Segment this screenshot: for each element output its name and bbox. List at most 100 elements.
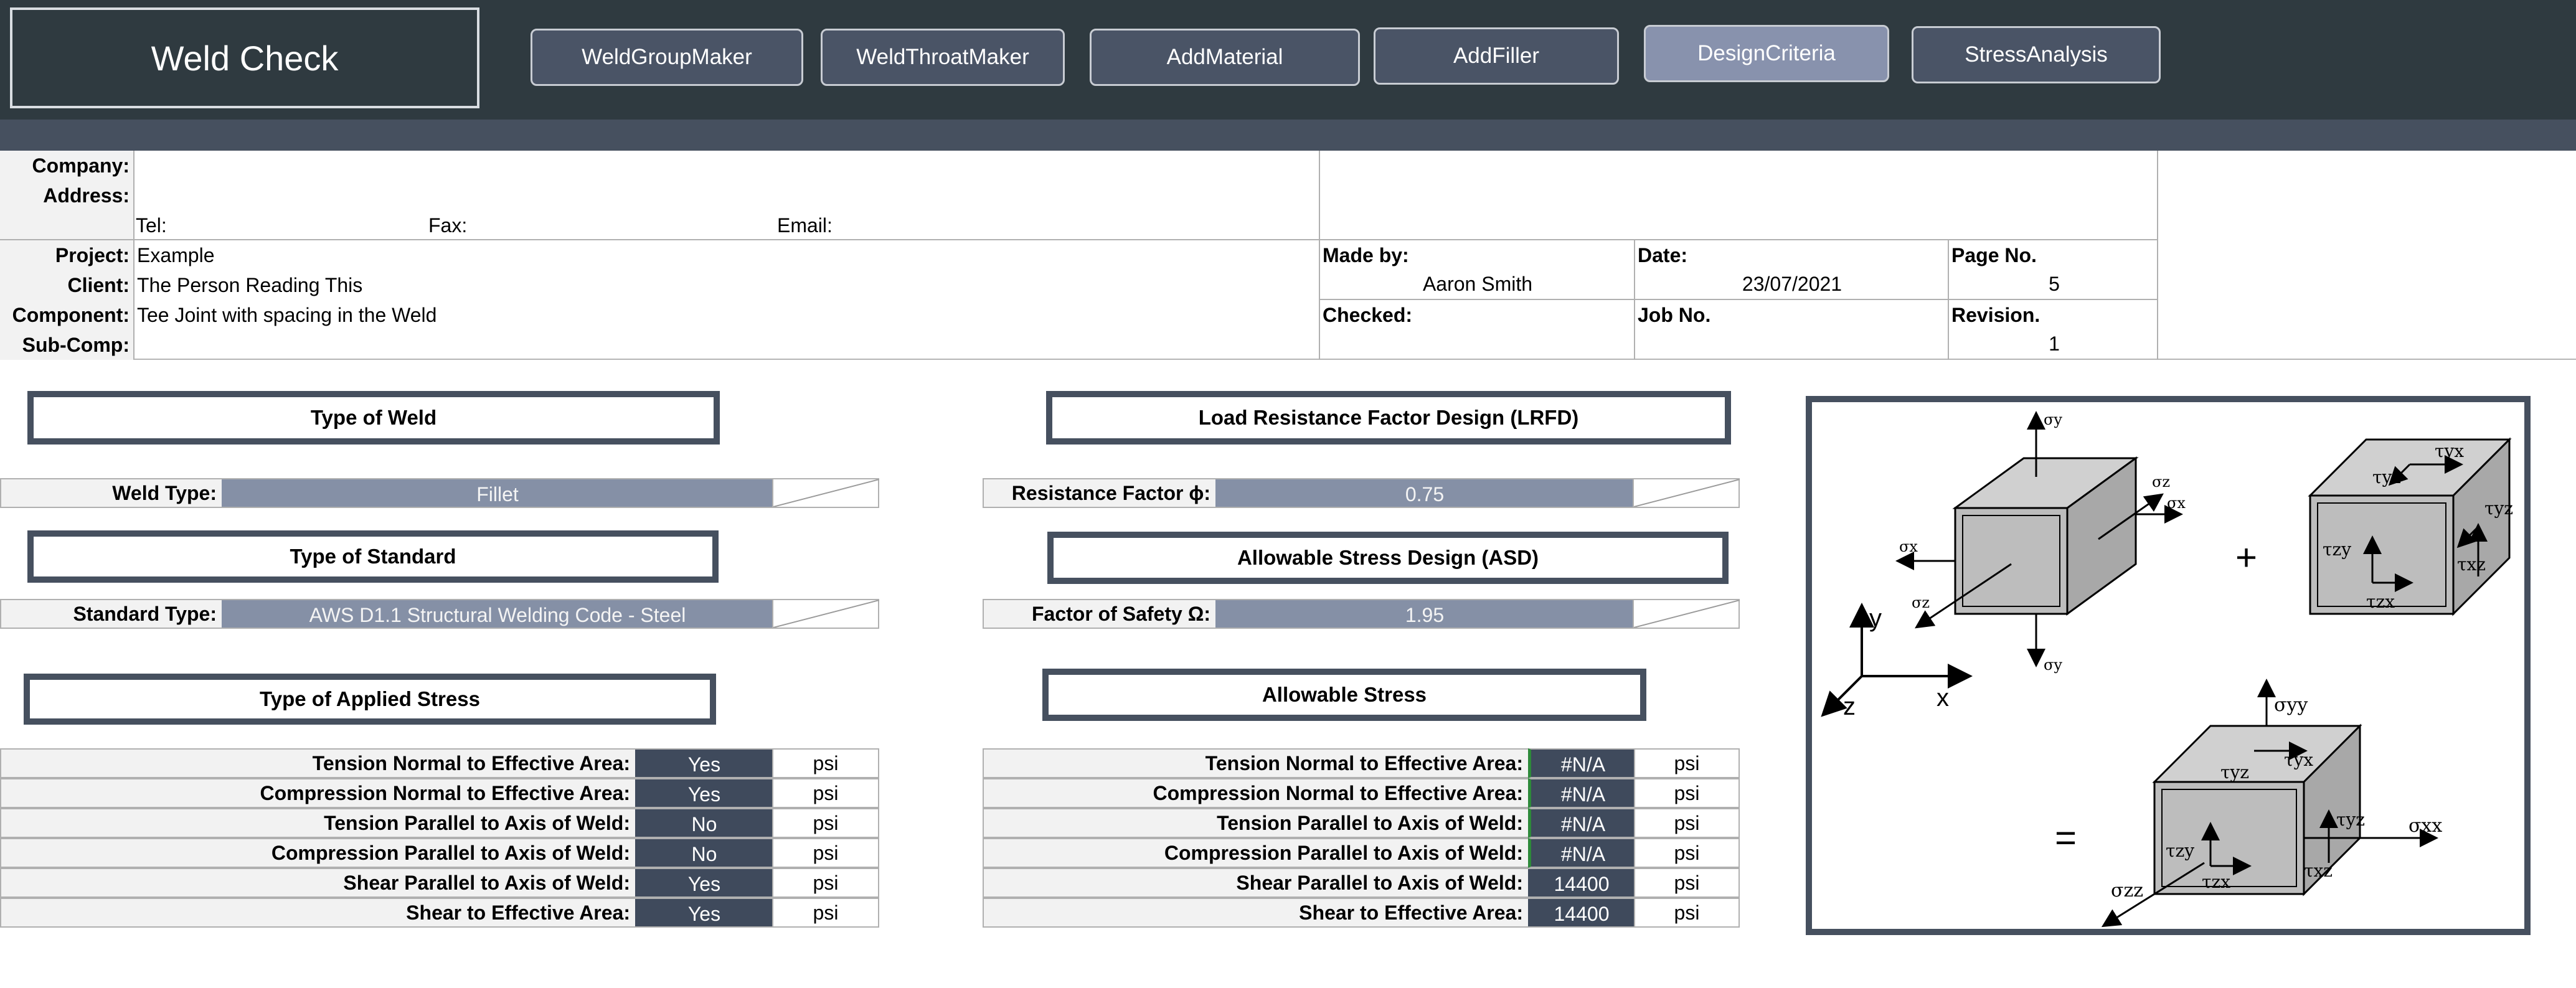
sigma-y-label: σy (2044, 411, 2062, 428)
allowable-stress-header: Allowable Stress (1042, 669, 1646, 721)
grid-line (133, 151, 134, 360)
applied-stress-row: Compression Parallel to Axis of Weld: No… (0, 838, 879, 868)
diagonal-slash-icon (773, 479, 880, 507)
allowable-stress-label: Tension Normal to Effective Area: (983, 748, 1529, 778)
component-value[interactable]: Tee Joint with spacing in the Weld (137, 304, 437, 326)
applied-stress-toggle[interactable]: Yes (635, 748, 773, 778)
standard-type-label: Standard Type: (0, 599, 223, 629)
grid-line (1319, 299, 2158, 300)
tau-zx-label: τzx (2202, 872, 2230, 892)
diagonal-slash-icon (1633, 479, 1740, 507)
diagonal-slash-icon (773, 600, 880, 628)
applied-stress-label: Tension Parallel to Axis of Weld: (0, 808, 636, 838)
tau-yx-label: τyx (2284, 750, 2313, 770)
coordinate-axes: y x z (1821, 603, 1973, 720)
revision-label: Revision. (1951, 304, 2041, 326)
diagonal-slash-icon (1633, 600, 1740, 628)
grid-line (1634, 240, 1635, 360)
equals-sign: = (2055, 817, 2077, 859)
tau-yx-label: τyx (2435, 441, 2464, 461)
applied-stress-toggle[interactable]: Yes (635, 898, 773, 928)
applied-stress-unit: psi (772, 868, 879, 898)
project-value[interactable]: Example (137, 244, 215, 266)
allowable-stress-value: 14400 (1528, 868, 1635, 898)
made-by-label: Made by: (1323, 244, 1409, 266)
revision-value[interactable]: 1 (2049, 332, 2060, 355)
applied-stress-toggle[interactable]: Yes (635, 778, 773, 808)
tau-yz-label: τyz (2484, 498, 2513, 519)
tau-xz-label: τxz (2457, 554, 2486, 575)
address-label: Address: (43, 184, 130, 207)
page-value[interactable]: 5 (2049, 273, 2060, 295)
weld-group-maker-button[interactable]: WeldGroupMaker (531, 29, 803, 86)
tau-yz-label: τyz (2372, 467, 2401, 487)
applied-stress-unit: psi (772, 898, 879, 928)
resistance-factor-row: Resistance Factor ϕ: 0.75 (983, 478, 1740, 508)
applied-stress-label: Tension Normal to Effective Area: (0, 748, 636, 778)
applied-stress-unit: psi (772, 808, 879, 838)
allowable-stress-label: Tension Parallel to Axis of Weld: (983, 808, 1529, 838)
allowable-stress-value: 14400 (1528, 898, 1635, 928)
weld-throat-maker-button[interactable]: WeldThroatMaker (821, 29, 1065, 86)
cube-shear-stress: τyx τyz τyz τzy τzx τxz (2308, 437, 2513, 616)
sigma-y-label: σy (2044, 656, 2062, 674)
add-material-button[interactable]: AddMaterial (1090, 29, 1360, 86)
allowable-stress-unit: psi (1634, 808, 1740, 838)
stress-cubes-illustration: σy σy σx σx σz σz y x z + (1821, 411, 2513, 928)
date-value[interactable]: 23/07/2021 (1742, 273, 1842, 295)
weld-type-label: Weld Type: (0, 478, 223, 508)
tau-yz-label: τyz (2220, 762, 2249, 783)
allowable-stress-value: #N/A (1528, 838, 1635, 868)
tau-xz-label: τxz (2304, 860, 2333, 881)
tau-zy-label: τzy (2166, 840, 2194, 861)
axis-x-label: x (1937, 684, 1949, 712)
grid-line (1948, 240, 1949, 360)
factor-of-safety-input[interactable]: 1.95 (1215, 599, 1634, 629)
stress-analysis-button[interactable]: StressAnalysis (1912, 26, 2161, 83)
standard-type-note-cell (772, 599, 880, 629)
sigma-xx-label: σxx (2409, 815, 2442, 837)
allowable-stress-unit: psi (1634, 868, 1740, 898)
applied-stress-unit: psi (772, 748, 879, 778)
weld-type-note-cell (772, 478, 880, 508)
allowable-stress-unit: psi (1634, 748, 1740, 778)
applied-stress-unit: psi (772, 778, 879, 808)
factor-of-safety-label: Factor of Safety Ω: (983, 599, 1217, 629)
cube-combined-stress: σyy σxx σzz τyx τyz τyz τzy τzx τxz (2101, 679, 2442, 928)
made-by-value[interactable]: Aaron Smith (1422, 273, 1533, 295)
project-info-block: Company: Address: Tel: Fax: Email: Proje… (0, 151, 2576, 360)
applied-stress-row: Tension Parallel to Axis of Weld: No psi (0, 808, 879, 838)
add-filler-button[interactable]: AddFiller (1374, 27, 1619, 85)
standard-type-select[interactable]: AWS D1.1 Structural Welding Code - Steel (222, 599, 773, 629)
type-of-applied-stress-header: Type of Applied Stress (24, 674, 716, 725)
client-value[interactable]: The Person Reading This (137, 274, 363, 296)
weld-type-select[interactable]: Fillet (222, 478, 773, 508)
applied-stress-row: Tension Normal to Effective Area: Yes ps… (0, 748, 879, 778)
applied-stress-row: Shear to Effective Area: Yes psi (0, 898, 879, 928)
allowable-stress-value: #N/A (1528, 808, 1635, 838)
grid-line (0, 239, 2158, 240)
company-label: Company: (32, 154, 130, 177)
allowable-stress-unit: psi (1634, 778, 1740, 808)
applied-stress-toggle[interactable]: No (635, 808, 773, 838)
axis-y-label: y (1869, 605, 1882, 632)
resistance-factor-label: Resistance Factor ϕ: (983, 478, 1217, 508)
grid-line (1319, 151, 1320, 360)
sigma-x-label: σx (1899, 538, 1918, 555)
design-criteria-button[interactable]: DesignCriteria (1644, 25, 1889, 82)
allowable-stress-row: Tension Normal to Effective Area: #N/A p… (983, 748, 1740, 778)
applied-stress-row: Shear Parallel to Axis of Weld: Yes psi (0, 868, 879, 898)
client-label: Client: (67, 274, 130, 296)
factor-of-safety-row: Factor of Safety Ω: 1.95 (983, 599, 1740, 629)
applied-stress-row: Compression Normal to Effective Area: Ye… (0, 778, 879, 808)
applied-stress-toggle[interactable]: Yes (635, 868, 773, 898)
resistance-factor-note-cell (1633, 478, 1740, 508)
plus-sign: + (2235, 537, 2257, 578)
stress-state-diagram: σy σy σx σx σz σz y x z + (1806, 396, 2531, 935)
applied-stress-toggle[interactable]: No (635, 838, 773, 868)
sigma-z-label: σz (2152, 473, 2170, 491)
label-column (0, 151, 133, 360)
resistance-factor-input[interactable]: 0.75 (1215, 478, 1634, 508)
allowable-stress-label: Compression Normal to Effective Area: (983, 778, 1529, 808)
allowable-stress-unit: psi (1634, 898, 1740, 928)
